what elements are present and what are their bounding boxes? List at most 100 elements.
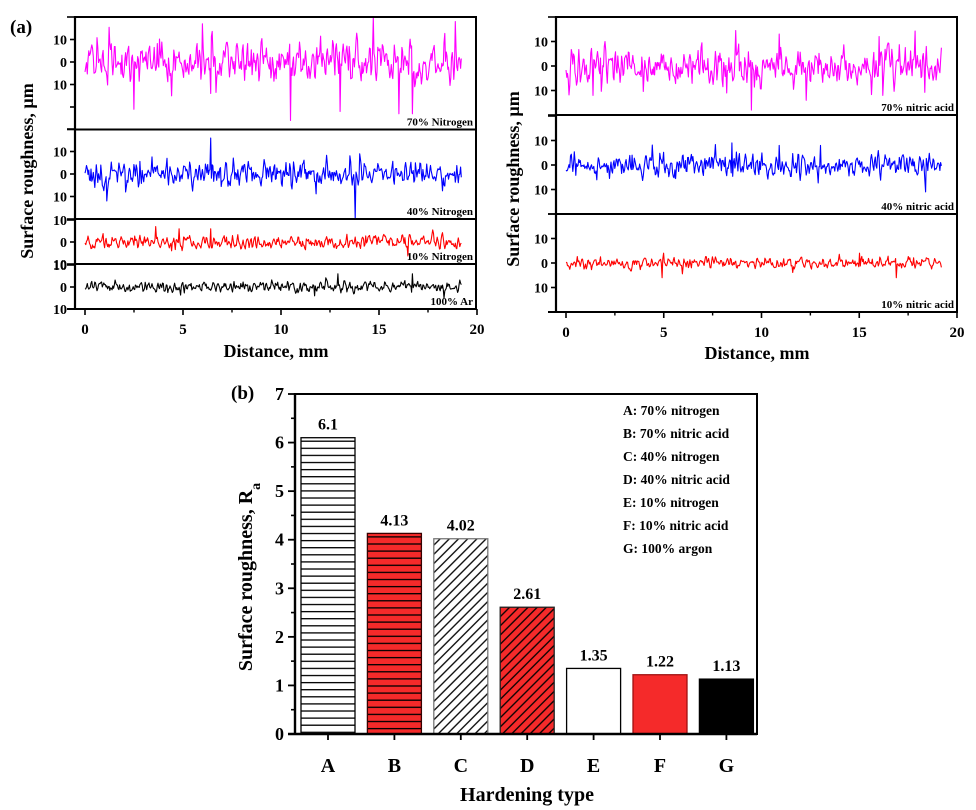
y-tick-label: 10 xyxy=(53,146,67,161)
y-tick-label: 0 xyxy=(275,724,284,744)
series-label: 70% Nitrogen xyxy=(407,117,473,129)
legend-entry: C: 40% nitrogen xyxy=(623,449,720,464)
category-label: A xyxy=(321,755,336,777)
series-label: 10% Nitrogen xyxy=(407,251,473,263)
profile-line xyxy=(84,226,462,257)
y-tick-label: 7 xyxy=(275,384,284,404)
series-label: 70% nitric acid xyxy=(881,102,954,114)
y-tick-label: 4 xyxy=(275,530,284,550)
bar-c xyxy=(433,538,489,735)
x-axis-title-left: Distance, mm xyxy=(224,341,329,361)
profile-line xyxy=(565,252,942,279)
data-label: 6.1 xyxy=(318,417,338,434)
profile-line xyxy=(565,142,942,193)
data-label: 4.13 xyxy=(380,512,408,529)
series-label: 100% Ar xyxy=(431,296,474,308)
y-axis-title-bar-subscript: a xyxy=(249,483,264,490)
y-tick-label: 10 xyxy=(53,303,67,318)
category-label: G xyxy=(719,755,735,777)
y-tick-label: 10 xyxy=(53,34,67,49)
legend-entry: G: 100% argon xyxy=(623,541,713,556)
y-tick-label: 0 xyxy=(60,236,67,251)
bar-e xyxy=(565,667,622,735)
y-tick-label: 10 xyxy=(53,214,67,229)
subplot: 10 0 10 70% Nitrogen xyxy=(53,16,476,131)
category-label: C xyxy=(454,755,468,777)
legend-entry: E: 10% nitrogen xyxy=(623,495,719,510)
y-tick-label: 2 xyxy=(275,627,284,647)
data-label: 1.13 xyxy=(712,658,740,675)
bar-d xyxy=(499,606,555,735)
x-axis-title-bar: Hardening type xyxy=(460,784,594,806)
y-tick-label: 0 xyxy=(541,60,548,75)
bar-f xyxy=(632,674,688,735)
y-tick-label: 6 xyxy=(275,433,284,453)
series-label: 40% Nitrogen xyxy=(407,206,473,218)
y-axis-title-bar-main: Surface roughness, R xyxy=(235,489,257,671)
bar-a xyxy=(300,437,356,735)
y-tick-label: 3 xyxy=(275,578,284,598)
data-label: 2.61 xyxy=(513,586,541,603)
y-tick-label: 1 xyxy=(275,675,284,695)
profile-panel-right: 10 0 10 70% nitric acid 10 0 10 40% nitric acid… xyxy=(534,16,965,341)
x-tick-label: 10 xyxy=(274,322,289,338)
y-tick-label: 0 xyxy=(541,257,548,272)
x-tick-label: 15 xyxy=(852,325,867,341)
legend-entry: B: 70% nitric acid xyxy=(623,426,730,441)
x-tick-label: 20 xyxy=(470,322,485,338)
category-label: D xyxy=(520,755,534,777)
profile-line xyxy=(565,29,942,111)
profile-line xyxy=(84,17,462,122)
series-label: 40% nitric acid xyxy=(881,201,954,213)
panel-a-label: (a) xyxy=(10,17,32,38)
category-label: F xyxy=(654,755,666,777)
x-tick-label: 15 xyxy=(372,322,387,338)
panel-b-label: (b) xyxy=(231,383,254,404)
x-tick-label: 0 xyxy=(81,322,89,338)
x-tick-label: 5 xyxy=(179,322,187,338)
legend-entry: F: 10% nitric acid xyxy=(623,518,729,533)
profile-line xyxy=(84,137,462,219)
legend-entry: A: 70% nitrogen xyxy=(623,403,720,418)
legend: A: 70% nitrogen B: 70% nitric acid C: 40… xyxy=(623,403,730,556)
profile-line xyxy=(84,273,462,299)
panel-b: (b) 6.1 A 4.13 B 4.02 C 2.61 D 1.35 E 1.22 F 1.13 G 0 1… xyxy=(231,383,758,806)
series-label: 10% nitric acid xyxy=(881,299,954,311)
y-tick-label: 10 xyxy=(534,184,548,199)
category-label: B xyxy=(388,755,401,777)
x-tick-label: 20 xyxy=(950,325,965,341)
category-label: E xyxy=(587,755,600,777)
x-tick-label: 0 xyxy=(562,325,570,341)
data-label: 1.22 xyxy=(646,654,674,671)
x-tick-label: 10 xyxy=(754,325,769,341)
y-tick-label: 10 xyxy=(53,79,67,94)
y-tick-label: 0 xyxy=(60,168,67,183)
y-tick-label: 0 xyxy=(60,281,67,296)
y-axis-title-right: Surface roughness, µm xyxy=(503,91,523,267)
subplot: 10 0 10 10% Nitrogen xyxy=(53,214,476,273)
y-tick-label: 10 xyxy=(534,282,548,297)
bar-b xyxy=(366,532,423,735)
bar-g xyxy=(698,678,755,735)
y-tick-label: 0 xyxy=(60,56,67,71)
y-tick-label: 10 xyxy=(534,36,548,51)
y-tick-label: 10 xyxy=(534,233,548,248)
y-tick-label: 10 xyxy=(53,191,67,206)
y-tick-label: 5 xyxy=(275,481,284,501)
y-tick-label: 10 xyxy=(534,85,548,100)
y-axis-title-left: Surface roughness, µm xyxy=(17,83,37,259)
x-axis-title-right: Distance, mm xyxy=(705,343,810,363)
y-tick-label: 0 xyxy=(541,159,548,174)
data-label: 4.02 xyxy=(447,518,475,535)
bar-chart: 6.1 A 4.13 B 4.02 C 2.61 D 1.35 E 1.22 F 1.13 G 0 1 2 3 4 5… xyxy=(275,384,758,777)
x-tick-label: 5 xyxy=(660,325,668,341)
data-label: 1.35 xyxy=(580,647,608,664)
y-tick-label: 10 xyxy=(534,135,548,150)
y-tick-label: 10 xyxy=(53,258,67,273)
y-tick-label: 10 xyxy=(53,259,67,274)
y-axis-title-bar: Surface roughness, Ra xyxy=(235,483,264,671)
